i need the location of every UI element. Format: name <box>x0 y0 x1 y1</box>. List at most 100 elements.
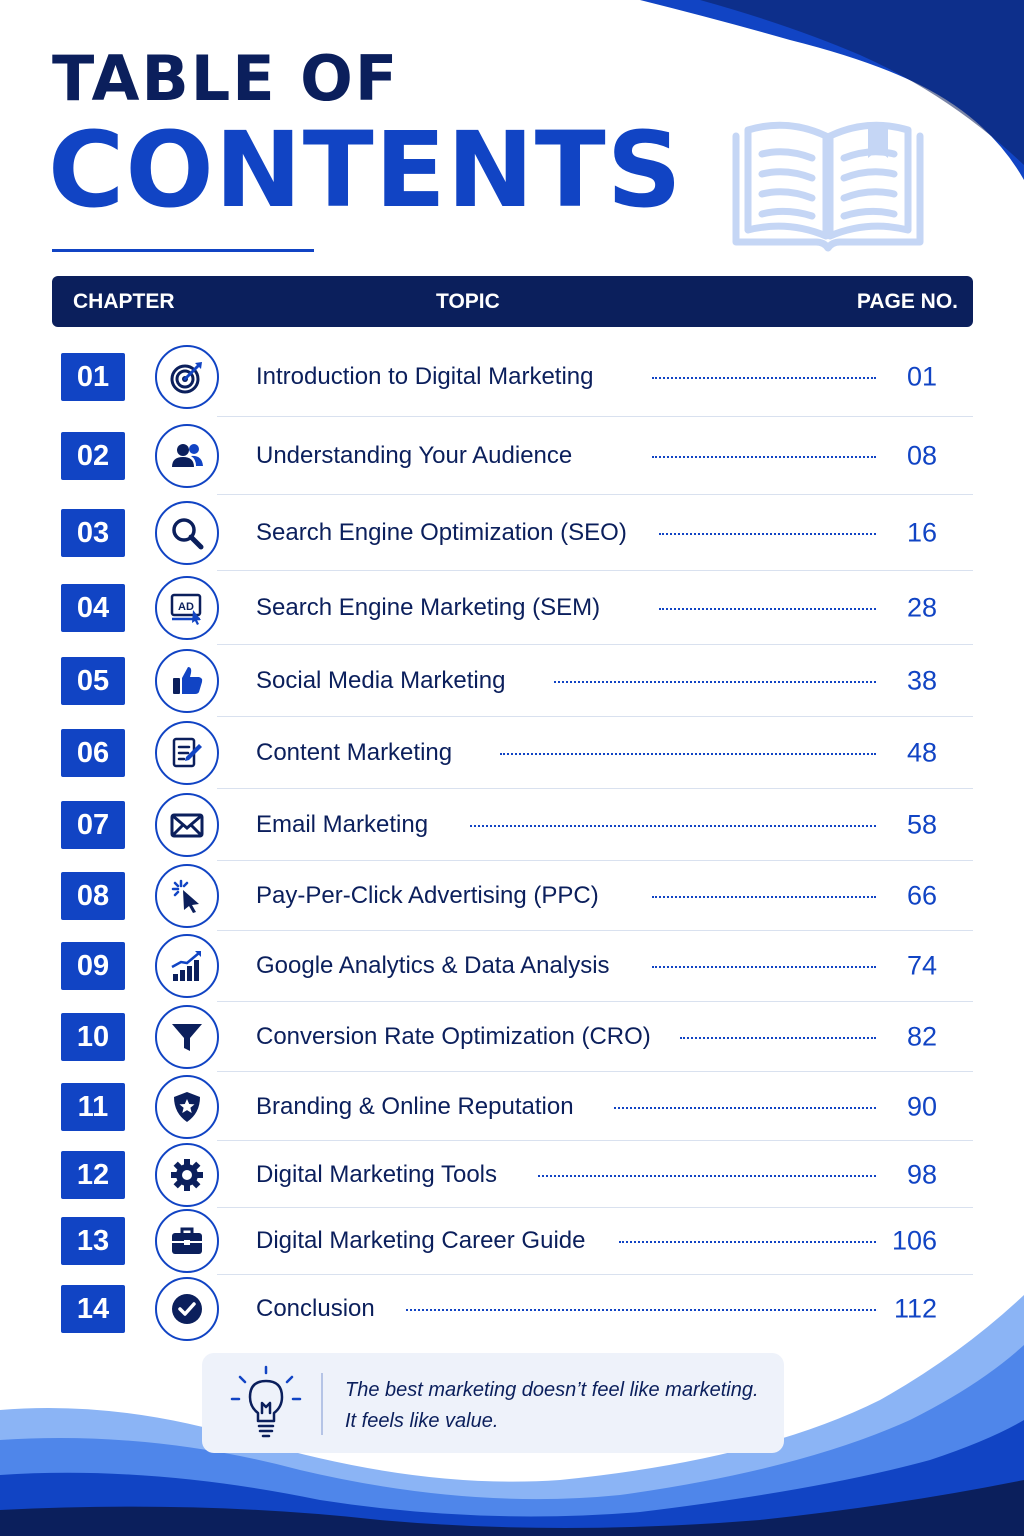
toc-row[interactable]: 03 Search Engine Optimization (SEO) 16 <box>52 495 973 571</box>
header-chapter: CHAPTER <box>73 290 175 313</box>
dot-leader <box>652 896 876 898</box>
chapter-number: 04 <box>61 584 125 632</box>
dot-leader <box>652 966 876 968</box>
gear-icon <box>155 1143 219 1207</box>
lightbulb-icon <box>230 1365 302 1438</box>
page-number: 38 <box>906 665 937 696</box>
check-circle-icon <box>155 1277 219 1341</box>
chapter-topic: Conversion Rate Optimization (CRO) <box>256 1023 651 1050</box>
chapter-topic: Branding & Online Reputation <box>256 1093 574 1120</box>
page-number: 112 <box>893 1293 937 1324</box>
quote-divider <box>321 1373 323 1435</box>
dot-leader <box>500 753 876 755</box>
dot-leader <box>680 1037 876 1039</box>
bar-chart-trend-icon <box>155 934 219 998</box>
dot-leader <box>652 377 876 379</box>
chapter-number: 11 <box>61 1083 125 1131</box>
toc-row[interactable]: 01 Introduction to Digital Marketing 01 <box>52 329 973 417</box>
chapter-topic: Email Marketing <box>256 811 429 838</box>
title-line-2: CONTENTS <box>48 109 683 231</box>
page-number: 48 <box>906 737 937 768</box>
open-book-icon <box>732 121 924 252</box>
row-divider <box>217 415 973 417</box>
toc-row[interactable]: 10 Conversion Rate Optimization (CRO) 82 <box>52 1002 973 1072</box>
page-number: 90 <box>906 1091 937 1122</box>
header-topic: TOPIC <box>436 290 500 313</box>
cursor-click-icon <box>155 864 219 928</box>
table-header: CHAPTER TOPIC PAGE NO. <box>52 276 973 327</box>
chapter-number: 10 <box>61 1013 125 1061</box>
shield-star-icon <box>155 1075 219 1139</box>
header-page-no: PAGE NO. <box>856 290 958 313</box>
chapter-topic: Digital Marketing Tools <box>256 1161 497 1188</box>
chapter-number: 07 <box>61 801 125 849</box>
page-number: 28 <box>906 592 937 623</box>
chapter-number: 13 <box>61 1217 125 1265</box>
dot-leader <box>406 1309 876 1311</box>
dot-leader <box>554 681 876 683</box>
chapter-number: 08 <box>61 872 125 920</box>
chapter-topic: Google Analytics & Data Analysis <box>256 952 610 979</box>
dot-leader <box>619 1241 876 1243</box>
quote-box: The best marketing doesn’t feel like mar… <box>202 1353 784 1453</box>
row-divider <box>217 1000 973 1002</box>
quote-line-1: The best marketing doesn’t feel like mar… <box>345 1379 759 1401</box>
svg-text:AD: AD <box>178 601 194 613</box>
dot-leader <box>659 533 876 535</box>
chapter-number: 14 <box>61 1285 125 1333</box>
page-number: 82 <box>906 1021 937 1052</box>
row-divider <box>217 859 973 861</box>
toc-row[interactable]: 07 Email Marketing 58 <box>52 789 973 861</box>
quote-text: The best marketing doesn’t feel like mar… <box>345 1375 759 1437</box>
toc-row[interactable]: 08 Pay-Per-Click Advertising (PPC) 66 <box>52 861 973 931</box>
toc-row[interactable]: 14 Conclusion 112 <box>52 1275 973 1345</box>
chapter-number: 06 <box>61 729 125 777</box>
chapter-topic: Introduction to Digital Marketing <box>256 363 594 390</box>
page-number: 58 <box>906 809 937 840</box>
row-divider <box>217 1274 973 1275</box>
envelope-icon <box>155 793 219 857</box>
chapter-number: 12 <box>61 1151 125 1199</box>
chapter-topic: Understanding Your Audience <box>256 442 573 469</box>
row-divider <box>217 569 973 571</box>
toc-row[interactable]: 02 Understanding Your Audience 08 <box>52 417 973 495</box>
page-number: 98 <box>906 1159 937 1190</box>
page-number: 01 <box>906 361 937 392</box>
row-divider <box>217 1140 973 1141</box>
toc-row[interactable]: 12 Digital Marketing Tools 98 <box>52 1141 973 1208</box>
chapter-topic: Search Engine Marketing (SEM) <box>256 594 601 621</box>
row-divider <box>217 643 973 645</box>
toc-row[interactable]: 13 Digital Marketing Career Guide 106 <box>52 1208 973 1275</box>
toc-row[interactable]: 11 Branding & Online Reputation 90 <box>52 1072 973 1141</box>
thumbs-up-icon <box>155 649 219 713</box>
users-icon <box>155 424 219 488</box>
chapter-topic: Conclusion <box>256 1295 375 1322</box>
row-divider <box>217 788 973 789</box>
toc-row[interactable]: 04 AD Search Engine Marketing (SEM) 28 <box>52 571 973 645</box>
toc-row[interactable]: 06 Content Marketing 48 <box>52 717 973 789</box>
page-number: 74 <box>906 950 937 981</box>
chapter-number: 03 <box>61 509 125 557</box>
dot-leader <box>659 608 876 610</box>
funnel-icon <box>155 1005 219 1069</box>
chapter-number: 05 <box>61 657 125 705</box>
title-underline <box>52 249 314 252</box>
edit-document-icon <box>155 721 219 785</box>
row-divider <box>217 930 973 931</box>
quote-line-2: It feels like value. <box>345 1410 499 1432</box>
title-line-1: TABLE OF <box>52 42 400 115</box>
chapter-topic: Content Marketing <box>256 739 453 766</box>
chapter-topic: Digital Marketing Career Guide <box>256 1227 586 1254</box>
row-divider <box>217 1071 973 1072</box>
dot-leader <box>652 456 876 458</box>
chapter-number: 09 <box>61 942 125 990</box>
row-divider <box>217 1207 973 1208</box>
chapter-number: 01 <box>61 353 125 401</box>
chapter-topic: Social Media Marketing <box>256 667 506 694</box>
dot-leader <box>614 1107 876 1109</box>
toc-row[interactable]: 05 Social Media Marketing 38 <box>52 645 973 717</box>
search-icon <box>155 501 219 565</box>
toc-row[interactable]: 09 Google Analytics & Data Analysis 74 <box>52 931 973 1002</box>
chapter-topic: Pay-Per-Click Advertising (PPC) <box>256 882 599 909</box>
page-number: 08 <box>906 440 937 471</box>
